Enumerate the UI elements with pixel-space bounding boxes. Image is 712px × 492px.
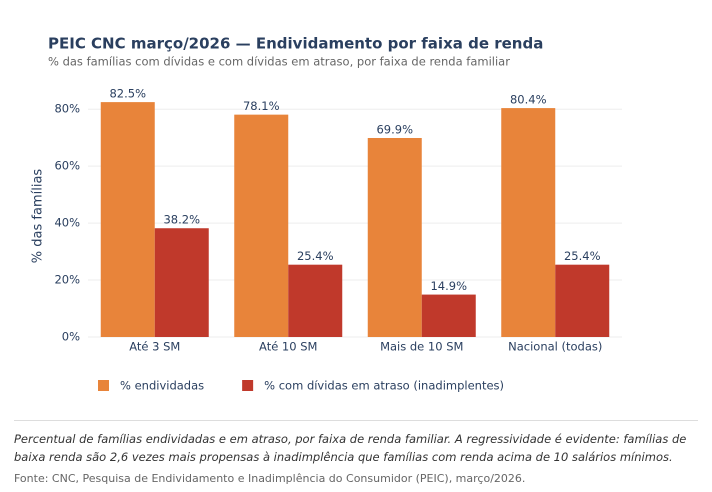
legend-swatch bbox=[242, 380, 254, 391]
chart-title: PEIC CNC março/2026 — Endividamento por … bbox=[48, 35, 543, 53]
bar bbox=[555, 264, 610, 337]
value-label: 80.4% bbox=[510, 93, 547, 107]
value-label: 78.1% bbox=[243, 99, 280, 113]
source: Fonte: CNC, Pesquisa de Endividamento e … bbox=[14, 472, 526, 485]
x-tick-label: Até 10 SM bbox=[259, 340, 317, 354]
value-label: 14.9% bbox=[430, 279, 467, 293]
y-axis-label: % das famílias bbox=[31, 169, 46, 264]
bar bbox=[154, 228, 209, 337]
bar bbox=[421, 294, 476, 337]
x-tick-label: Nacional (todas) bbox=[508, 340, 602, 354]
bar bbox=[367, 137, 422, 337]
value-label: 38.2% bbox=[163, 213, 200, 227]
value-label: 25.4% bbox=[564, 249, 601, 263]
caption: Percentual de famílias endividadas e em … bbox=[14, 432, 687, 464]
legend-label: % endividadas bbox=[120, 379, 204, 393]
legend-swatch bbox=[98, 380, 109, 391]
y-tick-label: 40% bbox=[54, 216, 80, 230]
bar bbox=[100, 102, 155, 337]
y-tick-label: 60% bbox=[54, 159, 80, 173]
divider bbox=[14, 420, 698, 421]
bar bbox=[501, 108, 556, 338]
value-label: 25.4% bbox=[297, 249, 334, 263]
x-tick-label: Até 3 SM bbox=[129, 340, 180, 354]
chart-subtitle: % das famílias com dívidas e com dívidas… bbox=[48, 55, 510, 69]
bar bbox=[288, 264, 343, 337]
y-tick-label: 20% bbox=[54, 273, 80, 287]
chart: PEIC CNC março/2026 — Endividamento por … bbox=[31, 35, 622, 393]
value-label: 69.9% bbox=[376, 122, 413, 136]
y-tick-label: 80% bbox=[54, 102, 80, 116]
value-label: 82.5% bbox=[109, 87, 146, 101]
x-tick-label: Mais de 10 SM bbox=[380, 340, 463, 354]
y-tick-label: 0% bbox=[62, 330, 80, 344]
legend-label: % com dívidas em atraso (inadimplentes) bbox=[264, 379, 504, 393]
bar bbox=[234, 114, 289, 337]
